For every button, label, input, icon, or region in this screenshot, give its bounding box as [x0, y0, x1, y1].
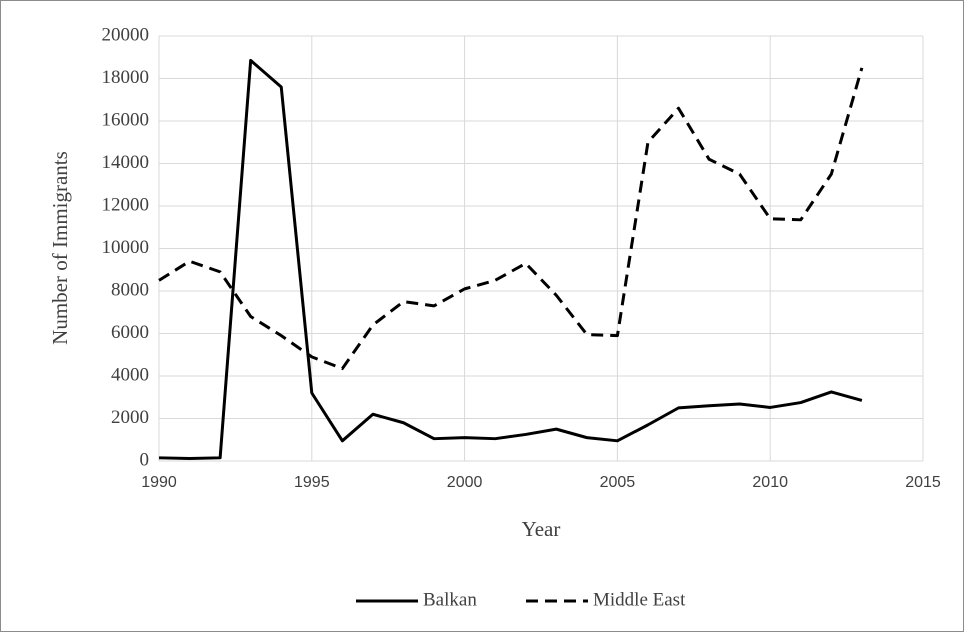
x-tick-label: 2000	[447, 474, 483, 491]
x-tick-label: 2005	[600, 474, 636, 491]
x-tick-label: 1990	[141, 474, 177, 491]
y-tick-label: 10000	[102, 237, 150, 258]
legend-label: Middle East	[593, 589, 686, 610]
y-axis-title: Number of Immigrants	[48, 151, 72, 345]
y-tick-label: 2000	[111, 407, 149, 428]
line-series	[158, 67, 864, 371]
y-tick-label: 4000	[111, 364, 149, 385]
x-tick-label: 1995	[294, 474, 330, 491]
y-tick-label: 18000	[102, 67, 150, 88]
line-series	[158, 58, 863, 460]
y-tick-label: 14000	[102, 152, 150, 173]
legend-label: Balkan	[423, 589, 477, 610]
x-axis-title: Year	[522, 517, 561, 541]
y-tick-label: 12000	[102, 194, 150, 215]
y-tick-label: 6000	[111, 322, 149, 343]
y-tick-label: 8000	[111, 279, 149, 300]
x-tick-label: 2015	[905, 474, 941, 491]
y-tick-label: 0	[140, 449, 150, 470]
y-tick-label: 16000	[102, 109, 150, 130]
x-tick-label: 2010	[752, 474, 788, 491]
y-tick-label: 20000	[102, 24, 150, 45]
